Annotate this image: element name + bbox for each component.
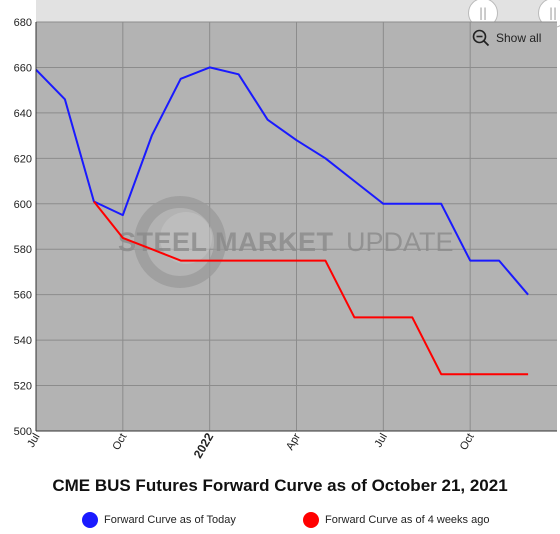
y-tick-label: 540 bbox=[14, 335, 32, 347]
y-tick-label: 500 bbox=[14, 426, 32, 438]
legend-label-today: Forward Curve as of Today bbox=[104, 514, 236, 526]
x-tick-label: Oct bbox=[458, 432, 477, 453]
y-tick-label: 620 bbox=[14, 153, 32, 165]
zoom-out-icon bbox=[472, 29, 490, 47]
series-line-4-weeks-ago bbox=[93, 200, 529, 376]
legend-item-today[interactable]: Forward Curve as of Today bbox=[82, 512, 236, 528]
watermark-logo-ring bbox=[134, 196, 226, 288]
y-tick-label: 640 bbox=[14, 108, 32, 120]
x-tick-label: Apr bbox=[284, 431, 303, 452]
drag-handle-icon: || bbox=[548, 6, 558, 20]
y-tick-label: 600 bbox=[14, 199, 32, 211]
show-all-button[interactable]: Show all bbox=[472, 29, 541, 47]
x-tick-label: Oct bbox=[110, 432, 129, 453]
watermark-text-bold: STEEL MARKET bbox=[118, 227, 334, 257]
y-tick-label: 580 bbox=[14, 244, 32, 256]
y-tick-label: 660 bbox=[14, 62, 32, 74]
series-line-today bbox=[35, 66, 529, 296]
x-tick-label: 2022 bbox=[191, 430, 217, 460]
show-all-label: Show all bbox=[496, 31, 542, 45]
legend-label-4-weeks-ago: Forward Curve as of 4 weeks ago bbox=[325, 514, 490, 526]
legend-item-4-weeks-ago[interactable]: Forward Curve as of 4 weeks ago bbox=[303, 512, 489, 528]
y-tick-label: 520 bbox=[14, 381, 32, 393]
forward-curve-chart: 500 520 540 560 580 600 620 640 660 680 Jul Oct 2022… bbox=[14, 17, 557, 461]
y-tick-label: 680 bbox=[14, 17, 32, 29]
drag-handle-icon: || bbox=[478, 6, 488, 20]
x-tick-label: Jul bbox=[373, 432, 390, 450]
legend-marker-red bbox=[303, 512, 319, 528]
legend-marker-blue bbox=[82, 512, 98, 528]
chart-title: CME BUS Futures Forward Curve as of Octo… bbox=[52, 476, 508, 495]
watermark-text-light: UPDATE bbox=[346, 227, 454, 257]
legend: Forward Curve as of Today Forward Curve … bbox=[0, 512, 560, 534]
y-tick-label: 560 bbox=[14, 290, 32, 302]
watermark-logo-core bbox=[160, 212, 212, 264]
